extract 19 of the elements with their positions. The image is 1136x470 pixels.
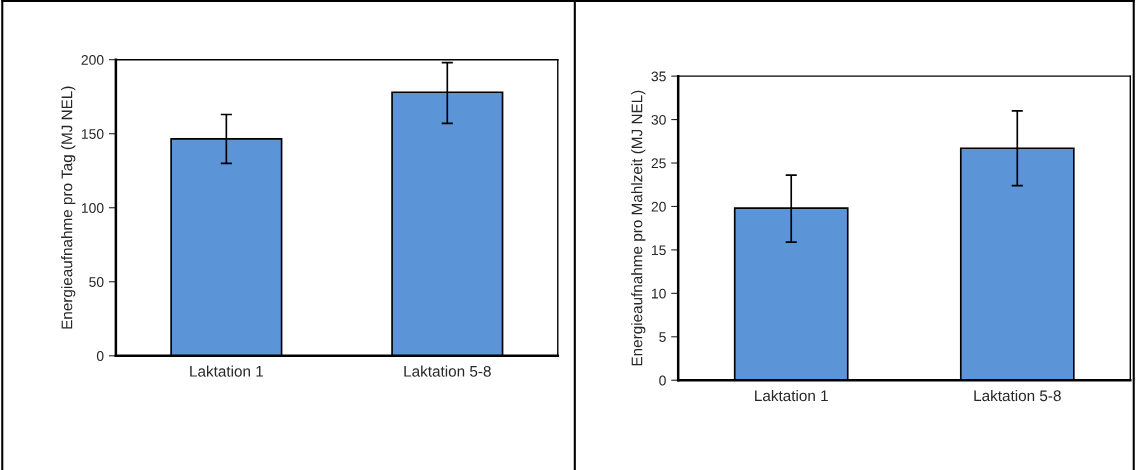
y-tick-label: 35 <box>651 71 666 82</box>
x-tick-label: Laktation 1 <box>755 389 828 402</box>
y-tick-label: 15 <box>652 245 666 256</box>
y-tick-label: 100 <box>81 203 104 213</box>
y-tick-label: 50 <box>89 277 104 287</box>
y-tick-label: 25 <box>651 158 666 169</box>
y-tick-label: 200 <box>81 55 104 65</box>
y-tick-label: 5 <box>659 332 666 342</box>
x-tick-label: Laktation 1 <box>190 365 263 377</box>
y-axis-title: Energieaufnahme pro Tag (MJ NEL) <box>61 86 76 329</box>
y-tick-label: 30 <box>651 114 666 125</box>
y-axis-title: Energieaufnahme pro Mahlzeit (MJ NEL) <box>631 90 646 366</box>
y-tick-label: 10 <box>652 288 666 299</box>
y-tick-label: 150 <box>81 129 104 139</box>
y-tick-label: 0 <box>659 375 666 386</box>
x-tick-label: Laktation 5-8 <box>974 389 1061 402</box>
y-tick-label: 0 <box>96 351 104 361</box>
x-tick-label: Laktation 5-8 <box>404 365 491 377</box>
y-tick-label: 20 <box>651 201 666 212</box>
